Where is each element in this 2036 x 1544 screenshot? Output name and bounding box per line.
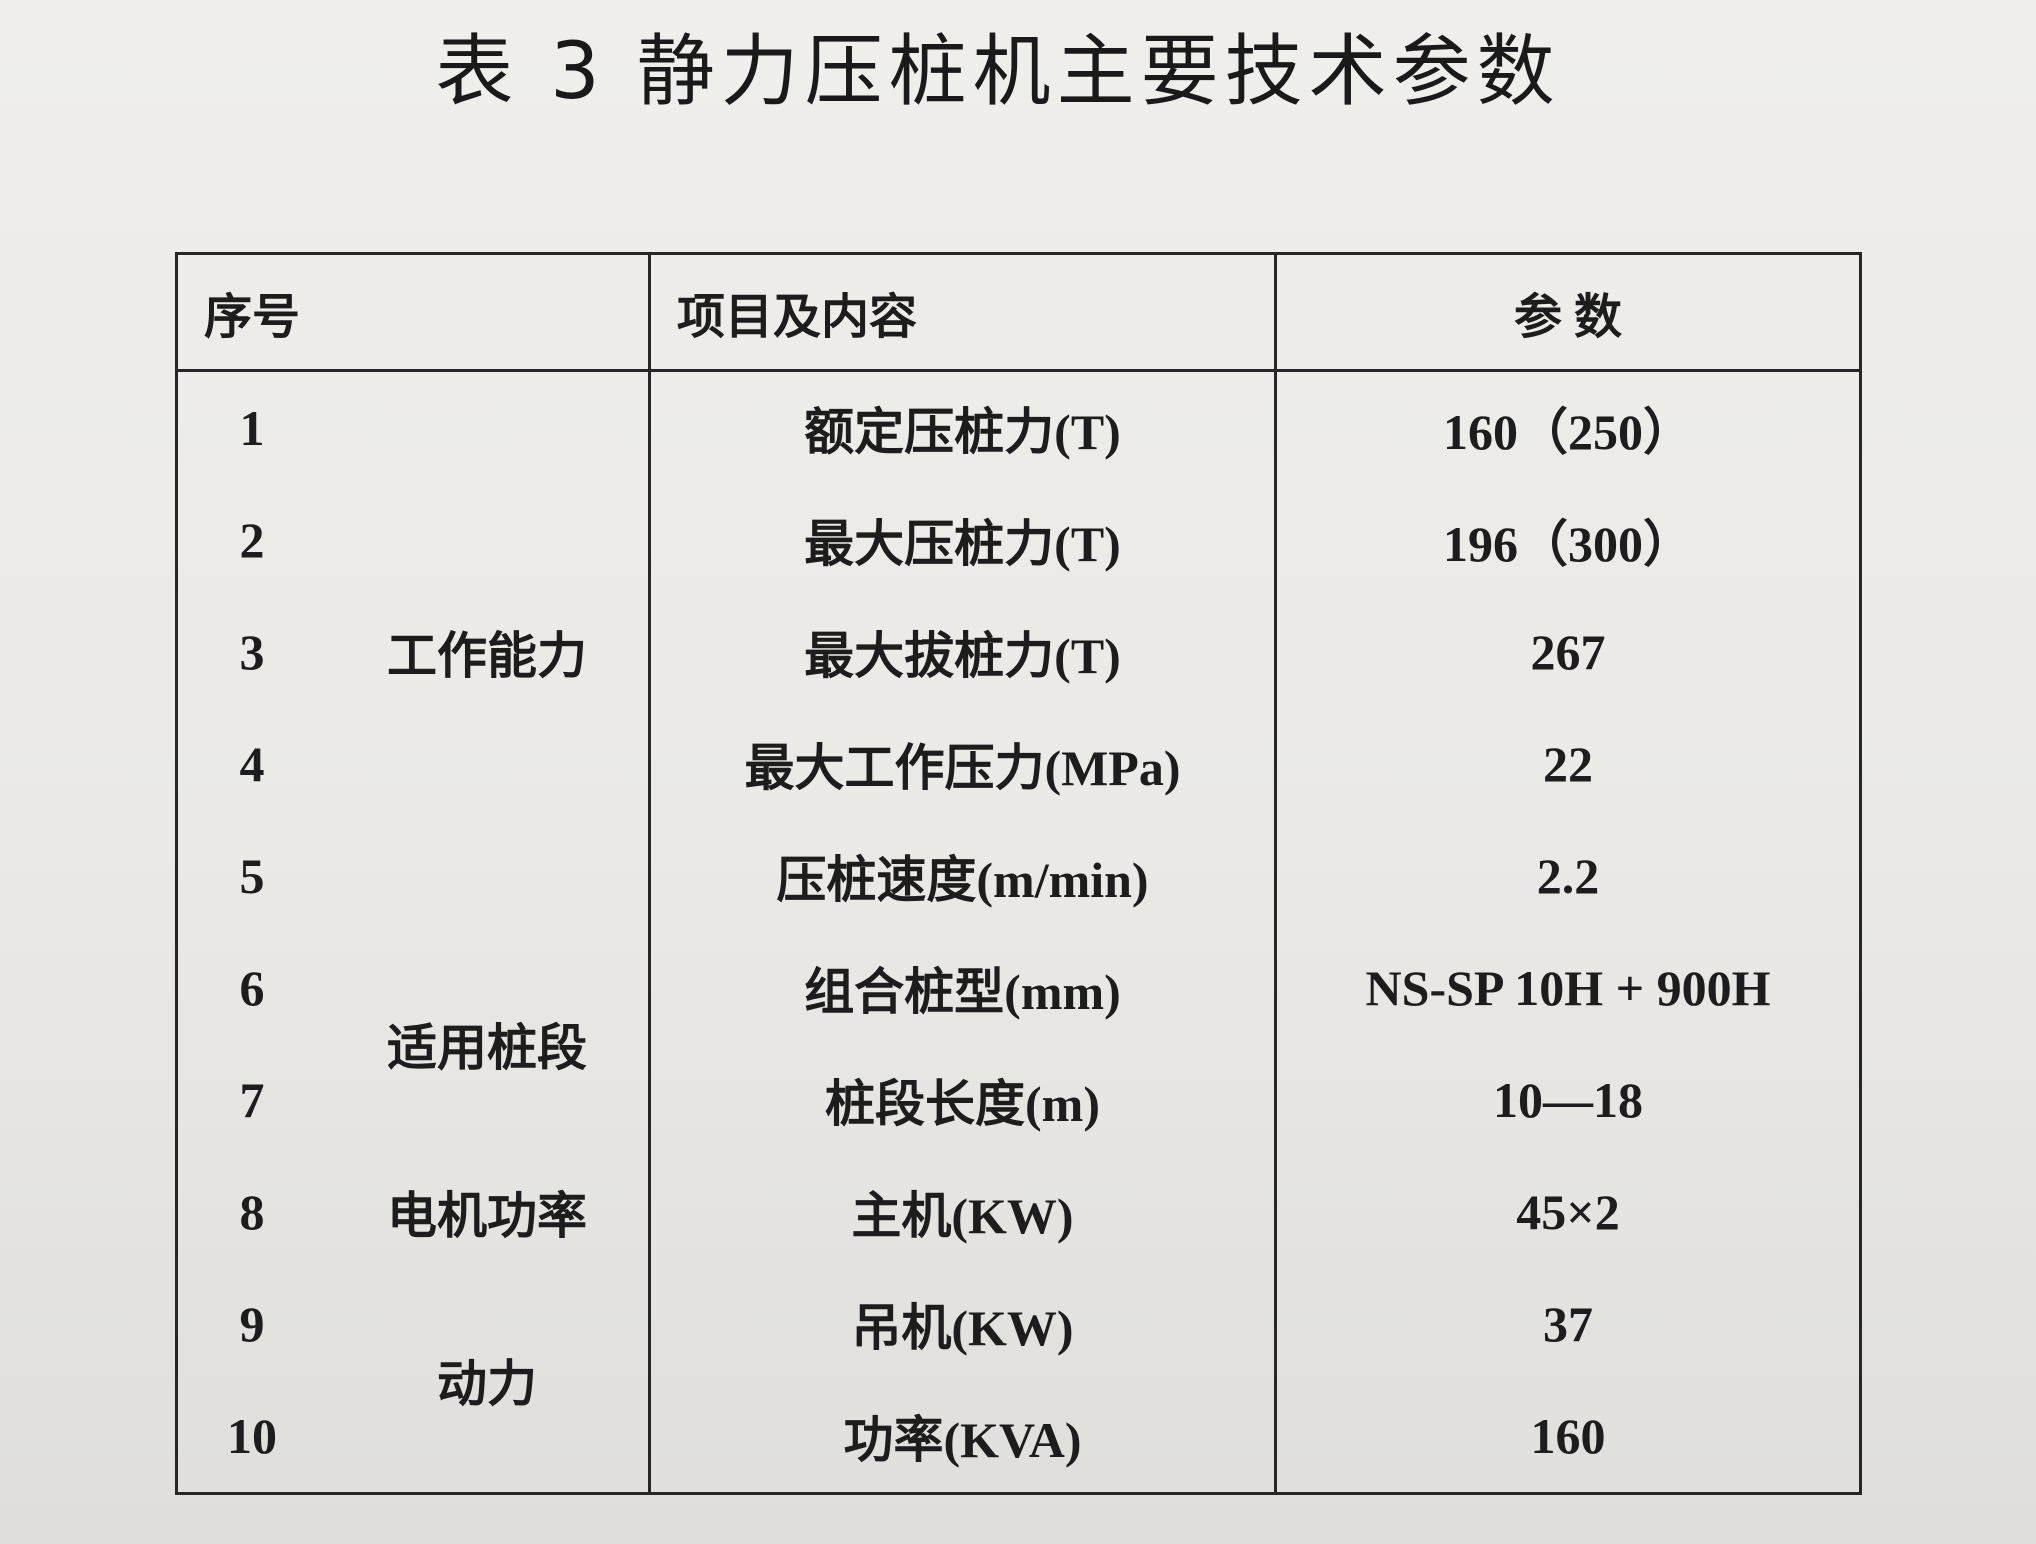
row-item: 压桩速度(m/min) [648,820,1274,932]
row-value: 160 [1274,1380,1859,1492]
row-value: 10—18 [1274,1044,1859,1156]
row-value: 37 [1274,1268,1859,1380]
group-label: 适用桩段 [387,1020,587,1076]
table-header: 序号 项目及内容 参 数 [178,255,1859,372]
header-item: 项目及内容 [648,255,1274,369]
row-index: 3 [239,624,265,680]
row-value: 2.2 [1274,820,1859,932]
row-index: 4 [239,736,265,792]
row-index: 9 [239,1296,265,1352]
row-index: 6 [239,960,265,1016]
row-index: 10 [227,1408,277,1464]
row-index: 5 [239,848,265,904]
row-value: NS-SP 10H + 900H [1274,932,1859,1044]
header-value: 参 数 [1274,255,1859,369]
header-index: 序号 [204,291,301,344]
row-index: 7 [239,1072,265,1128]
row-index: 8 [239,1184,265,1240]
row-item: 最大工作压力(MPa) [648,708,1274,820]
row-value: 160（250） [1274,372,1859,484]
row-item: 吊机(KW) [648,1268,1274,1380]
parameter-table: 序号 项目及内容 参 数 1 工作能力 额定压桩力(T) 160（250） 2 … [175,252,1862,1495]
row-value: 45×2 [1274,1156,1859,1268]
row-item: 桩段长度(m) [648,1044,1274,1156]
table-body: 1 工作能力 额定压桩力(T) 160（250） 2 最大压桩力(T) 196（… [178,372,1859,1492]
row-value: 22 [1274,708,1859,820]
row-item: 功率(KVA) [648,1380,1274,1492]
row-index: 1 [239,400,265,456]
group-label: 动力 [437,1356,537,1412]
row-index: 2 [239,512,265,568]
row-item: 额定压桩力(T) [648,372,1274,484]
row-value: 267 [1274,596,1859,708]
row-item: 最大拔桩力(T) [648,596,1274,708]
group-label: 电机功率 [387,1188,587,1244]
row-item: 组合桩型(mm) [648,932,1274,1044]
row-value: 196（300） [1274,484,1859,596]
row-item: 主机(KW) [648,1156,1274,1268]
page-title: 表 3 静力压桩机主要技术参数 [435,27,1561,117]
row-item: 最大压桩力(T) [648,484,1274,596]
group-label: 工作能力 [387,628,587,684]
